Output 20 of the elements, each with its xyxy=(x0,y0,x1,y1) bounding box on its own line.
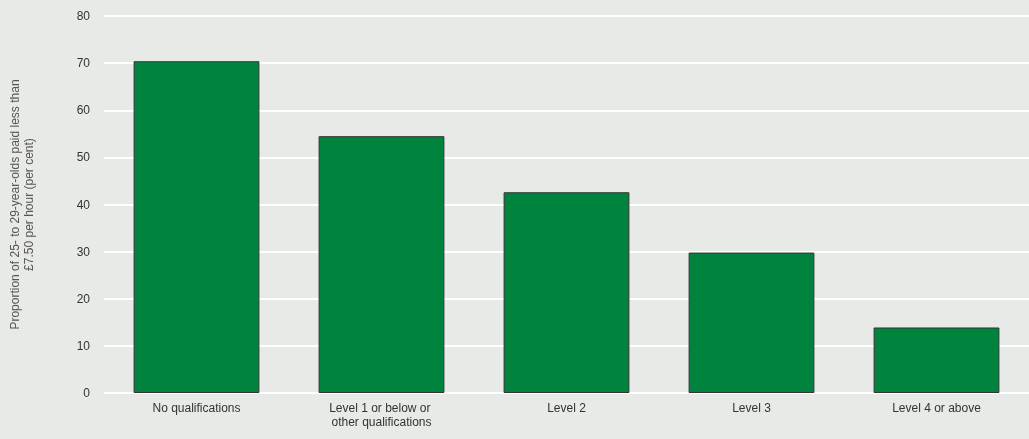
y-tick-label: 40 xyxy=(76,197,91,212)
y-tick-label: 60 xyxy=(76,103,91,118)
bar xyxy=(873,327,1000,393)
y-tick-label: 0 xyxy=(83,386,91,400)
y-tick-label: 20 xyxy=(76,291,91,306)
bar xyxy=(133,61,260,393)
x-tick-label: No qualifications xyxy=(152,401,241,415)
y-tick-label: 50 xyxy=(76,150,91,165)
y-tick-label: 10 xyxy=(76,338,91,353)
bar xyxy=(688,252,815,393)
y-tick-label: 70 xyxy=(76,56,91,71)
bar xyxy=(503,192,630,393)
x-tick-label: Level 3 xyxy=(732,401,772,415)
y-tick-label: 30 xyxy=(76,244,91,259)
bar xyxy=(318,136,445,393)
x-tick-label: Level 4 or above xyxy=(892,401,982,415)
y-tick-label: 80 xyxy=(76,9,91,23)
x-tick-label: Level 2 xyxy=(547,401,587,415)
y-axis-title: Proportion of 25- to 29-year-olds paid less than £7.50 per hour (per cent) xyxy=(8,79,36,330)
x-tick-label: Level 1 or below or other qualifications xyxy=(329,401,434,429)
